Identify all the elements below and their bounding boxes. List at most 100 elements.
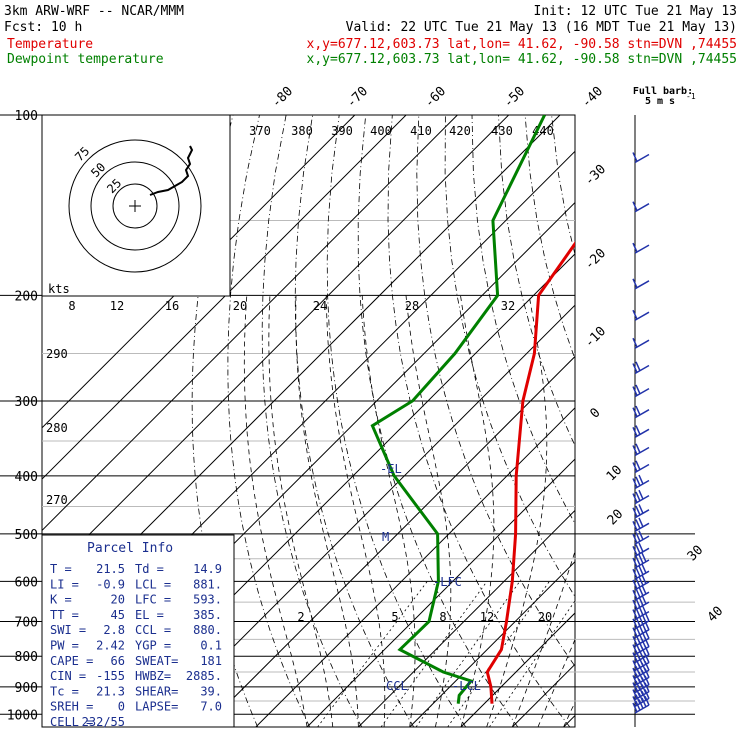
isotherm-50 [615, 115, 740, 727]
theta-e-label-5: 420 [449, 124, 471, 138]
parcel-value2-1: 881. [193, 577, 222, 591]
parcel-key-5: PW = [50, 639, 79, 653]
isotherm--90 [42, 115, 510, 583]
lcl-annotation: -LCL [452, 679, 481, 693]
parcel-key-2: K = [50, 593, 72, 607]
wind-axis-label-3: 16 [165, 299, 179, 313]
isotherm-0 [358, 509, 575, 727]
parcel-value-7: -155 [96, 669, 125, 683]
parcel-key2-3: EL = [135, 608, 164, 622]
wind-barb-170 [632, 242, 650, 254]
parcel-key-4: SWI = [50, 623, 86, 637]
parcel-value2-8: 39. [200, 684, 222, 698]
wind-barb-795 [632, 637, 650, 656]
isotherm-label-12: 40 [705, 604, 727, 626]
wind-axis-label-1: 8 [68, 299, 75, 313]
dry-adiabat-260 [227, 115, 311, 727]
dry-adiabat-360 [524, 115, 575, 360]
dry-adiabat-350 [498, 115, 575, 447]
moist-adiabat-25 [486, 295, 548, 727]
parcel-row-7: CIN = -155 HWBZ= 2885. [50, 669, 222, 683]
wind-barbs-panel: Full barb: 5 m s -1 [632, 86, 696, 727]
wind-barb-745 [632, 620, 650, 639]
hodograph-ring-75 [68, 139, 202, 273]
isotherm-label-9: 10 [604, 463, 626, 485]
dry-adiabat-label-2: 270 [46, 493, 68, 507]
wind-barb-970 [632, 689, 650, 708]
hodograph-trace [149, 145, 194, 196]
mixing-ratio-20 [489, 600, 575, 727]
dry-adiabat-290 [326, 115, 467, 727]
wind-barb-395 [632, 460, 650, 474]
isotherm--110 [42, 115, 407, 480]
hodograph-ring-50 [90, 161, 180, 251]
mixing-ratio-label-3: 12 [480, 610, 494, 624]
wind-barb-695 [632, 604, 650, 621]
parcel-value-4: 2.8 [103, 623, 125, 637]
parcel-value2-4: 880. [193, 623, 222, 637]
wind-barb-120 [632, 152, 650, 164]
wind-barb-995 [632, 695, 650, 714]
wind-barb-320 [632, 405, 650, 419]
mixing-ratio-8 [415, 581, 521, 727]
parcel-key2-0: Td = [135, 562, 164, 576]
parcel-row-1: LI = -0.9 LCL = 881. [50, 577, 222, 591]
parcel-key2-1: LCL = [135, 577, 171, 591]
pressure-label-100: 100 [15, 109, 38, 124]
theta-e-labels: 370 380 390 400 410 420 430 440 [249, 124, 554, 138]
wind-barb-145 [632, 201, 650, 213]
dry-adiabat-label-0: 290 [46, 347, 68, 361]
wind-barb-845 [632, 653, 650, 672]
parcel-row-9: SREH = 0 LAPSE= 7.0 [50, 700, 222, 714]
parcel-value2-5: 0.1 [200, 639, 222, 653]
valid-time: Valid: 22 UTC Tue 21 May 13 (16 MDT Tue … [346, 20, 737, 35]
wind-barb-270 [632, 361, 650, 375]
parcel-key-6: CAPE = [50, 654, 93, 668]
moist-adiabat--5 [268, 295, 334, 727]
isotherm-label-6: -20 [582, 246, 609, 273]
parcel-key2-8: SHEAR= [135, 684, 178, 698]
pressure-label-200: 200 [15, 289, 38, 304]
parcel-info-box [41, 534, 235, 728]
parcel-value2-6: 181 [200, 654, 222, 668]
parcel-info-rows: T = 21.5 Td = 14.9 LI = -0.9 LCL = 881. K = 20 LFC… [50, 562, 222, 729]
parcel-info-title: Parcel Info [87, 541, 173, 556]
parcel-row-3: TT = 45 EL = 385. [50, 608, 222, 622]
dry-adiabat-280 [294, 115, 415, 727]
hodograph-ring-25 [112, 183, 158, 229]
moist-adiabat-15 [405, 295, 452, 727]
parcel-key2-7: HWBZ= [135, 669, 171, 683]
isotherm-label-1: -70 [344, 84, 371, 111]
wind-barb-445 [632, 489, 650, 505]
pressure-label-400: 400 [15, 470, 38, 485]
ccl-annotation: CCL [386, 679, 408, 693]
mixing-ratio-label-4: 20 [538, 610, 552, 624]
isotherm-label-0: -80 [269, 84, 296, 111]
isotherm-40 [563, 714, 575, 727]
wind-barb-370 [632, 443, 650, 457]
parcel-value-2: 20 [111, 593, 125, 607]
isotherm-30 [511, 663, 575, 727]
barb-legend-title: Full barb: [633, 86, 693, 97]
dry-adiabat-label-1: 280 [46, 421, 68, 435]
theta-e-label-0: 370 [249, 124, 271, 138]
moist-adiabat--10 [243, 295, 308, 727]
model-title: 3km ARW-WRF -- NCAR/MMM [4, 4, 184, 19]
dry-adiabat-270 [261, 115, 363, 727]
parcel-value2-3: 385. [193, 608, 222, 622]
lfc-annotation: -LFC [433, 575, 462, 589]
moist-adiabat-5 [325, 295, 386, 727]
parcel-value-9: 0 [118, 700, 125, 714]
dry-adiabat-420 [684, 115, 740, 727]
parcel-key2-6: SWEAT= [135, 654, 178, 668]
isotherm--10 [306, 458, 575, 727]
parcel-value-0: 21.5 [96, 562, 125, 576]
wind-axis-label-2: 12 [110, 299, 124, 313]
isotherm-10 [409, 560, 575, 727]
isotherm--40 [152, 304, 575, 727]
chart-grid [0, 114, 740, 728]
dewpoint-legend: Dewpoint temperature [7, 52, 164, 67]
pressure-label-700: 700 [15, 615, 38, 630]
init-time: Init: 12 UTC Tue 21 May 13 [534, 4, 738, 19]
